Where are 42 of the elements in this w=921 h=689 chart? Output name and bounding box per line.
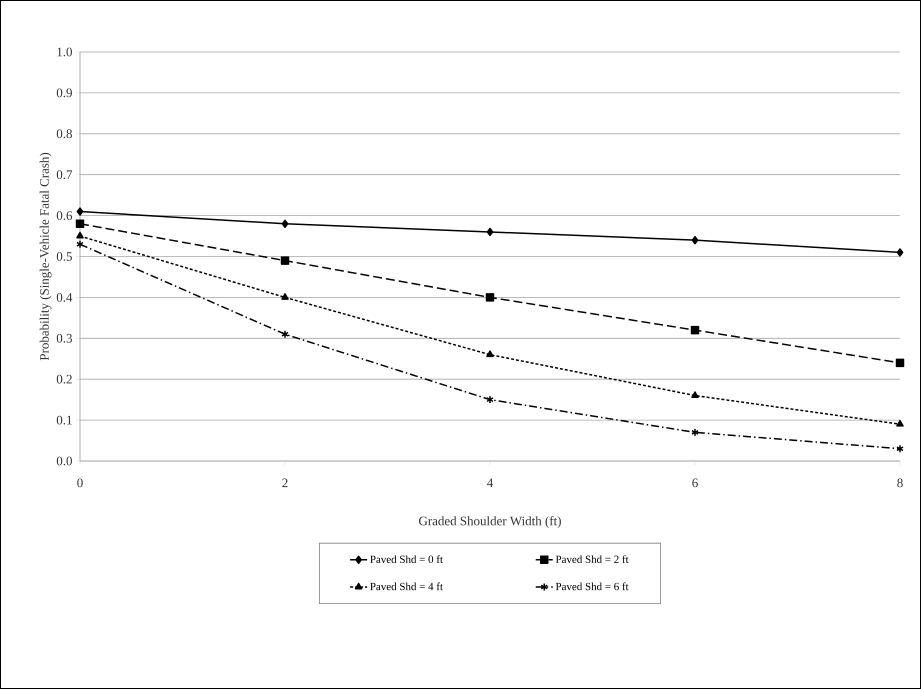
y-tick-label: 0.1 xyxy=(56,416,72,424)
x-tick-label: 4 xyxy=(487,478,494,488)
point xyxy=(896,420,904,427)
y-axis-title: Probability (Single-Vehicle Fatal Crash) xyxy=(40,152,52,360)
point xyxy=(896,358,904,368)
point xyxy=(281,330,289,338)
point xyxy=(486,395,494,404)
x-tick-label: 6 xyxy=(692,478,698,488)
point xyxy=(76,220,84,228)
x-tick-label: 2 xyxy=(282,478,288,488)
legend-label: Paved Shd = 6 ft xyxy=(556,582,629,590)
point xyxy=(896,444,904,453)
point xyxy=(486,228,494,236)
y-tick-label: 0.2 xyxy=(56,374,72,384)
point xyxy=(690,326,700,334)
point xyxy=(76,240,84,248)
point xyxy=(896,248,904,257)
point xyxy=(76,207,84,216)
point xyxy=(282,220,288,228)
y-tick-label: 1.0 xyxy=(57,48,72,56)
y-tick-label: 0.9 xyxy=(56,88,72,98)
y-tick-label: 0.6 xyxy=(56,211,72,220)
x-axis-title: Graded Shoulder Width (ft) xyxy=(419,516,561,528)
y-tick-label: 0.3 xyxy=(56,334,72,343)
point xyxy=(691,391,699,398)
point xyxy=(76,232,84,239)
y-tick-label: 0.4 xyxy=(56,293,72,302)
y-tick-label: 0.8 xyxy=(56,129,72,138)
y-tick-label: 0.7 xyxy=(56,170,72,180)
y-tick-label: 0.5 xyxy=(56,252,72,261)
x-tick-label: 8 xyxy=(897,478,903,488)
point xyxy=(281,293,289,300)
legend-label: Paved Shd = 0 ft xyxy=(370,555,443,564)
point xyxy=(692,236,698,244)
point xyxy=(486,350,494,358)
point xyxy=(486,293,494,302)
legend-label: Paved Shd = 2 ft xyxy=(556,555,629,564)
point xyxy=(691,428,699,437)
point xyxy=(280,256,290,265)
x-tick-label: 0 xyxy=(77,478,83,488)
y-tick-label: 0.0 xyxy=(56,456,72,466)
legend-label: Paved Shd = 4 ft xyxy=(370,582,443,590)
